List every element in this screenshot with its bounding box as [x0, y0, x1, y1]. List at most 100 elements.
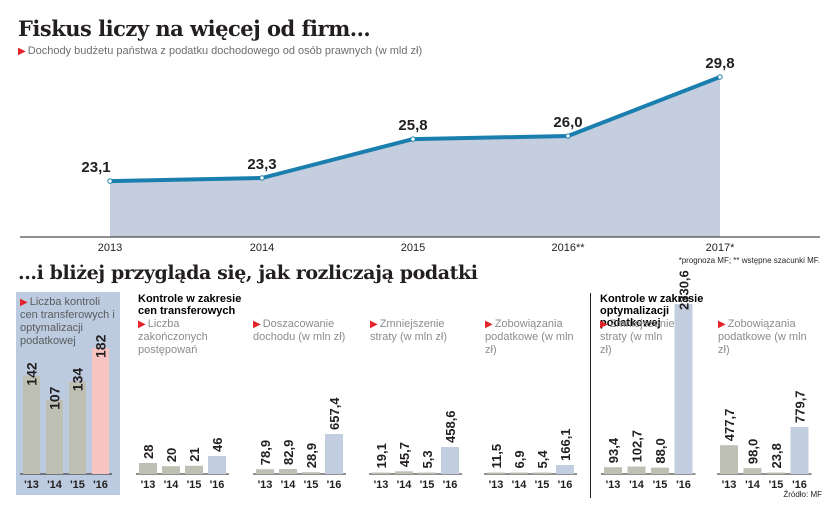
- bar-value-label: 11,5: [489, 444, 504, 469]
- bar-value-label: 98,0: [746, 439, 761, 464]
- bar-value-label: 134: [70, 368, 86, 392]
- group-optimization-title: Kontrole w zakresie optymalizacji podatk…: [600, 293, 704, 329]
- source-note: Źródło: MF: [783, 490, 822, 499]
- bar-value-label: 5,4: [535, 450, 550, 469]
- triangle-icon: ▶: [600, 319, 608, 330]
- data-point: [717, 74, 723, 80]
- bar-value-label: 657,4: [327, 397, 342, 430]
- panel-3-label: ▶ Doszacowanie dochodu (w mln zł): [253, 318, 346, 343]
- bar-value-label: 82,9: [281, 440, 296, 465]
- bar-panel-3: 78,9 '13 82,9 '14 28,9 '15 657,4 '16: [253, 397, 346, 491]
- bar-category-label: '16: [558, 479, 573, 491]
- bar: [556, 465, 574, 474]
- bar-value-label: 142: [24, 362, 40, 386]
- bar-category-label: '14: [164, 479, 180, 491]
- bar-category-label: '15: [420, 479, 435, 491]
- bar: [23, 375, 40, 474]
- data-label: 23,3: [247, 156, 276, 173]
- chart-subtitle: ▶ Dochody budżetu państwa z podatku docho…: [18, 45, 422, 57]
- bar-category-label: '15: [304, 479, 319, 491]
- bar-category-label: '13: [722, 479, 737, 491]
- triangle-icon: ▶: [253, 319, 261, 330]
- panel-6-label: ▶ Zmniejszenie straty (w mln zł): [600, 318, 675, 356]
- footnote: *prognoza MF; ** wstępne szacunki MF.: [678, 256, 820, 265]
- x-tick-label: 2013: [98, 242, 122, 254]
- x-tick-label: 2016**: [551, 242, 585, 254]
- bar: [139, 463, 157, 474]
- area-fill: [110, 77, 720, 237]
- bar-value-label: 2330,6: [677, 270, 692, 310]
- data-point: [410, 136, 416, 142]
- bar: [418, 472, 436, 474]
- data-label: 26,0: [553, 114, 582, 131]
- bar-value-label: 102,7: [630, 430, 645, 463]
- bar: [674, 304, 693, 474]
- bar-value-label: 166,1: [558, 428, 573, 461]
- bar-category-label: '14: [745, 479, 761, 491]
- bar-value-label: 93,4: [606, 437, 621, 463]
- bar: [256, 469, 274, 474]
- bar: [510, 472, 528, 474]
- bar-category-label: '15: [653, 479, 668, 491]
- data-label: 23,1: [81, 159, 110, 176]
- data-point: [107, 178, 113, 184]
- bar-panel-1: 142 '13 107 '14 134 '15 182 '16: [20, 334, 112, 491]
- triangle-icon: ▶: [18, 46, 26, 57]
- bar-category-label: '16: [210, 479, 225, 491]
- bar-category-label: '14: [629, 479, 645, 491]
- bar: [441, 447, 459, 474]
- bar: [651, 467, 669, 474]
- bar-value-label: 88,0: [653, 438, 668, 463]
- bar: [325, 434, 343, 474]
- bar-panel-5: 11,5 '13 6,9 '14 5,4 '15 166,1 '16: [484, 428, 577, 491]
- bar-panel-2: 28 '13 20 '14 21 '15 46 '16: [136, 438, 229, 491]
- bar-value-label: 779,7: [793, 390, 808, 423]
- bar-category-label: '16: [676, 479, 691, 491]
- x-tick-label: 2015: [401, 242, 425, 254]
- bar: [533, 472, 551, 474]
- data-point: [259, 175, 265, 181]
- data-label: 29,8: [705, 55, 734, 72]
- bar-category-label: '13: [489, 479, 504, 491]
- triangle-icon: ▶: [485, 319, 493, 330]
- bar-value-label: 477,7: [722, 409, 737, 442]
- bar-category-label: '14: [47, 479, 63, 491]
- triangle-icon: ▶: [138, 319, 146, 330]
- bar-value-label: 21: [187, 447, 202, 461]
- bar-value-label: 23,8: [769, 443, 784, 468]
- bar: [46, 399, 63, 474]
- chart-subtitle-text: Dochody budżetu państwa z podatku dochod…: [27, 45, 423, 57]
- bar: [604, 467, 622, 474]
- bar: [162, 466, 180, 474]
- panel-5-label: ▶ Zobowiązania podatkowe (w mln zł): [485, 318, 574, 356]
- bar-value-label: 107: [47, 386, 63, 410]
- bar: [69, 381, 86, 474]
- bar: [627, 466, 646, 474]
- bar: [208, 456, 226, 474]
- bar-panel-6: 93,4 '13 102,7 '14 88,0 '15 2330,6 '16: [601, 270, 696, 491]
- section-title: ...i bliżej przygląda się, jak rozliczaj…: [18, 262, 478, 284]
- triangle-icon: ▶: [370, 319, 378, 330]
- bar-value-label: 45,7: [397, 442, 412, 467]
- income-line-chart: 23,1 2013 23,3 2014 25,8 2015 26,0 2016** 29,8 20…: [20, 55, 820, 254]
- bar: [720, 445, 738, 474]
- bar: [395, 471, 413, 474]
- bar: [279, 469, 297, 474]
- bar-category-label: '13: [606, 479, 621, 491]
- bar-category-label: '15: [70, 479, 85, 491]
- bar-value-label: 46: [210, 438, 225, 452]
- bar-value-label: 458,6: [443, 410, 458, 443]
- group-transfer-title: Kontrole w zakresie cen transferowych: [138, 293, 242, 317]
- bar: [372, 472, 390, 474]
- bar-category-label: '14: [397, 479, 413, 491]
- section-divider: [590, 293, 591, 498]
- panel-7-label: ▶ Zobowiązania podatkowe (w mln zł): [718, 318, 807, 356]
- panel-2-label: ▶ Liczba zakończonych postępowań: [138, 318, 208, 356]
- bar: [92, 348, 109, 474]
- bar: [743, 468, 762, 474]
- bar-category-label: '15: [187, 479, 202, 491]
- bar-category-label: '13: [258, 479, 273, 491]
- bar-category-label: '16: [327, 479, 342, 491]
- triangle-icon: ▶: [718, 319, 726, 330]
